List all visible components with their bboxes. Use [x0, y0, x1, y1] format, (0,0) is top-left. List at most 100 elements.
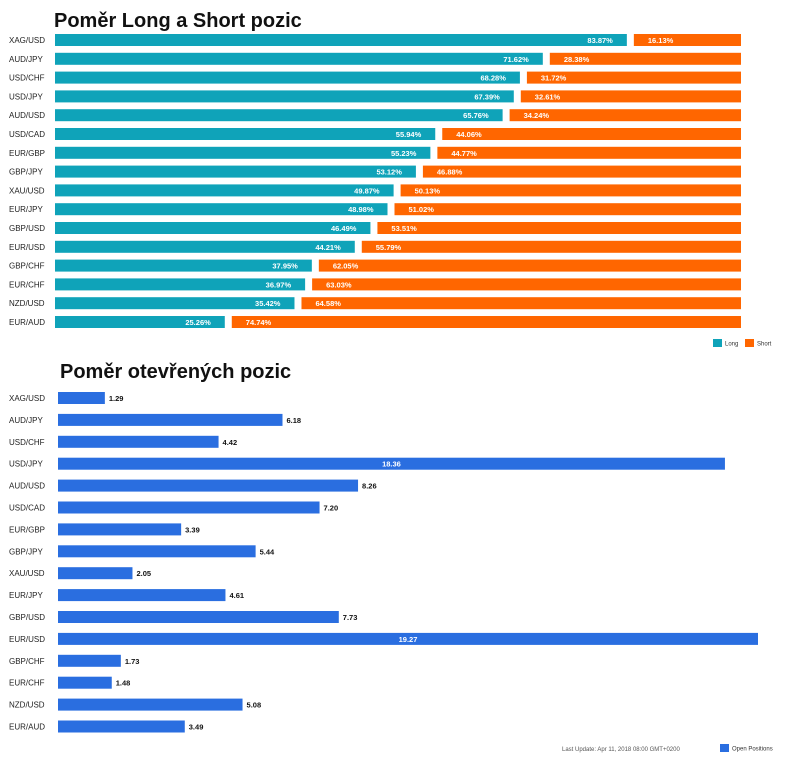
short-value-label: 32.61% [535, 92, 561, 101]
category-label-aud-jpy: AUD/JPY [9, 55, 43, 64]
short-value-label: 16.13% [648, 36, 674, 45]
open-positions-bar-aud-usd [58, 479, 359, 492]
short-bar-eur-usd [361, 240, 741, 253]
open-positions-value-label: 7.20 [324, 504, 339, 513]
category-label-nzd-usd: NZD/USD [9, 299, 45, 308]
long-bar-xag-usd [55, 34, 627, 46]
open-positions-value-label: 5.08 [247, 701, 262, 710]
category-label-nzd-usd: NZD/USD [9, 701, 45, 710]
short-bar-aud-jpy [549, 52, 741, 65]
long-bar-xau-usd [55, 184, 394, 197]
category-label-usd-cad: USD/CAD [9, 504, 45, 513]
category-label-usd-cad: USD/CAD [9, 130, 45, 139]
short-value-label: 44.06% [456, 130, 482, 139]
long-value-label: 46.49% [331, 224, 357, 233]
category-label-gbp-usd: GBP/USD [9, 224, 45, 233]
category-label-usd-chf: USD/CHF [9, 438, 45, 447]
long-value-label: 55.94% [396, 130, 422, 139]
category-label-eur-chf: EUR/CHF [9, 280, 45, 289]
category-label-gbp-jpy: GBP/JPY [9, 168, 43, 177]
category-label-aud-usd: AUD/USD [9, 482, 45, 491]
long-value-label: 71.62% [503, 55, 529, 64]
long-bar-aud-usd [55, 109, 503, 122]
short-value-label: 63.03% [326, 280, 352, 289]
open-positions-bar-eur-gbp [58, 523, 182, 536]
open-positions-value-label: 1.73 [125, 657, 140, 666]
long-bar-eur-chf [55, 278, 306, 291]
long-bar-eur-usd [55, 240, 355, 253]
open-positions-value-label: 5.44 [260, 547, 275, 556]
category-label-eur-jpy: EUR/JPY [9, 591, 43, 600]
category-label-gbp-usd: GBP/USD [9, 613, 45, 622]
short-bar-gbp-usd [377, 222, 741, 234]
category-label-eur-aud: EUR/AUD [9, 318, 45, 327]
open-positions-value-label: 3.49 [189, 723, 204, 732]
category-label-xau-usd: XAU/USD [9, 569, 45, 578]
short-bar-eur-jpy [394, 203, 741, 216]
long-bar-nzd-usd [55, 297, 295, 310]
long-value-label: 35.42% [255, 299, 281, 308]
category-label-gbp-chf: GBP/CHF [9, 262, 45, 271]
long-value-label: 25.26% [185, 318, 211, 327]
chart-title-open-positions: Poměr otevřených pozic [60, 361, 291, 383]
long-value-label: 83.87% [587, 36, 613, 45]
open-positions-value-label: 1.29 [109, 394, 124, 403]
open-positions-chart: XAG/USD 1.29 AUD/JPY 6.18 USD/CHF 4.42 USD/JPY… [9, 392, 773, 753]
long-value-label: 49.87% [354, 186, 380, 195]
long-bar-gbp-usd [55, 222, 371, 234]
long-value-label: 37.95% [272, 262, 298, 271]
open-positions-value-label: 2.05 [136, 569, 151, 578]
open-positions-bar-eur-aud [58, 720, 185, 733]
category-label-eur-usd: EUR/USD [9, 243, 45, 252]
long-value-label: 53.12% [376, 168, 402, 177]
open-positions-bar-aud-jpy [58, 413, 283, 426]
long-bar-eur-jpy [55, 203, 388, 216]
short-value-label: 64.58% [315, 299, 341, 308]
legend-label-short: Short [757, 342, 772, 348]
category-label-aud-jpy: AUD/JPY [9, 416, 43, 425]
long-value-label: 55.23% [391, 149, 417, 158]
short-value-label: 46.88% [437, 168, 463, 177]
open-positions-bar-usd-chf [58, 435, 219, 448]
category-label-xag-usd: XAG/USD [9, 394, 45, 403]
short-value-label: 53.51% [391, 224, 417, 233]
long-bar-eur-aud [55, 316, 225, 328]
long-bar-aud-jpy [55, 52, 543, 65]
open-positions-value-label: 18.36 [382, 460, 401, 469]
long-bar-usd-jpy [55, 90, 514, 103]
category-label-eur-jpy: EUR/JPY [9, 205, 43, 214]
short-value-label: 74.74% [246, 318, 272, 327]
open-positions-bar-xau-usd [58, 567, 133, 580]
short-bar-eur-chf [312, 278, 741, 291]
long-value-label: 65.76% [463, 111, 489, 120]
open-positions-bar-eur-usd [58, 632, 758, 645]
open-positions-bar-gbp-usd [58, 611, 339, 623]
category-label-gbp-jpy: GBP/JPY [9, 547, 43, 556]
open-positions-value-label: 3.39 [185, 525, 200, 534]
long-value-label: 68.28% [480, 74, 506, 83]
open-positions-value-label: 8.26 [362, 482, 377, 491]
long-bar-usd-cad [55, 128, 436, 140]
long-value-label: 48.98% [348, 205, 374, 214]
short-value-label: 50.13% [415, 186, 441, 195]
open-positions-bar-eur-jpy [58, 589, 226, 602]
category-label-eur-chf: EUR/CHF [9, 679, 45, 688]
open-positions-bar-eur-chf [58, 676, 112, 689]
open-positions-value-label: 1.48 [116, 679, 131, 688]
long-bar-gbp-jpy [55, 165, 416, 178]
short-bar-nzd-usd [301, 297, 741, 310]
open-positions-value-label: 7.73 [343, 613, 358, 622]
chart-title-long-short: Poměr Long a Short pozic [54, 10, 302, 32]
open-positions-bar-nzd-usd [58, 698, 243, 711]
open-positions-bar-gbp-chf [58, 654, 121, 667]
short-value-label: 34.24% [524, 111, 550, 120]
short-value-label: 55.79% [376, 243, 402, 252]
long-bar-usd-chf [55, 71, 520, 84]
category-label-aud-usd: AUD/USD [9, 111, 45, 120]
long-value-label: 36.97% [266, 280, 292, 289]
open-positions-value-label: 6.18 [286, 416, 301, 425]
short-bar-xag-usd [633, 34, 741, 46]
long-value-label: 44.21% [315, 243, 341, 252]
category-label-eur-usd: EUR/USD [9, 635, 45, 644]
